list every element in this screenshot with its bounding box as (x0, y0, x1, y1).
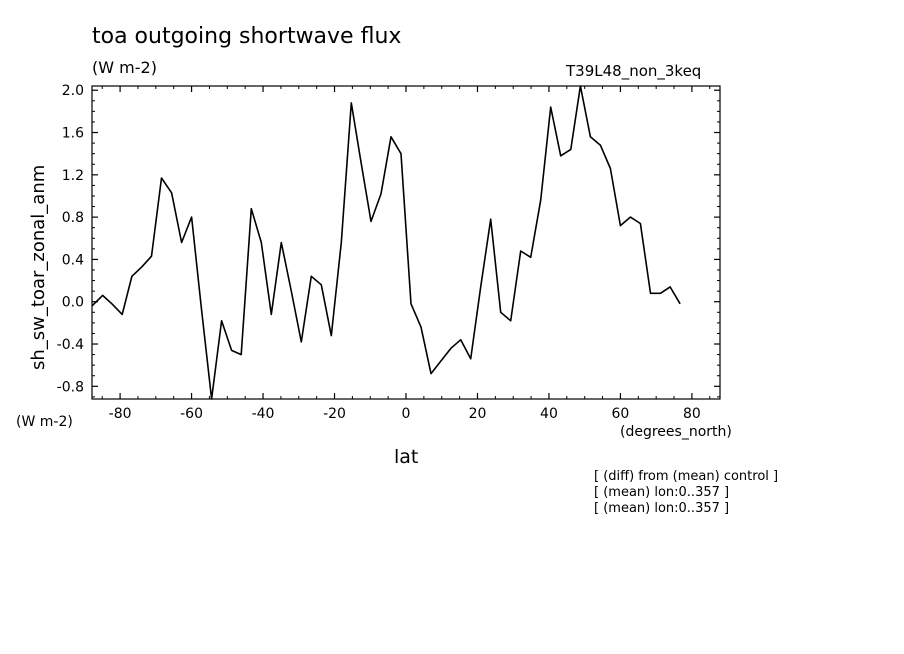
y-tick-label: 0.4 (62, 252, 84, 268)
plot-frame (91, 85, 721, 400)
x-tick-label: -60 (180, 406, 203, 422)
experiment-label: T39L48_non_3keq (566, 62, 702, 80)
y-tick-label: -0.8 (57, 379, 84, 395)
x-tick-label: 80 (683, 406, 701, 422)
x-tick-label: -80 (109, 406, 132, 422)
note-line-2: [ (mean) lon:0..357 ] (594, 485, 730, 500)
x-tick-label: -40 (252, 406, 275, 422)
x-axis-label: lat (394, 446, 419, 468)
y-tick-label: 1.6 (62, 126, 84, 142)
y-tick-label: 0.0 (62, 295, 84, 311)
x-tick-label: 60 (612, 406, 630, 422)
y-axis-units: (W m-2) (16, 414, 73, 430)
title-units: (W m-2) (92, 58, 157, 77)
y-tick-label: -0.4 (57, 337, 84, 353)
x-tick-label: 40 (540, 406, 558, 422)
note-line-3: [ (mean) lon:0..357 ] (594, 501, 730, 516)
x-axis-units: (degrees_north) (620, 424, 732, 440)
y-tick-label: 0.8 (62, 210, 84, 226)
y-tick-label: 2.0 (62, 83, 84, 99)
note-line-1: [ (diff) from (mean) control ] (594, 469, 779, 484)
chart-title: toa outgoing shortwave flux (92, 24, 402, 49)
x-tick-label: 0 (402, 406, 411, 422)
x-tick-label: 20 (469, 406, 487, 422)
series-line (91, 85, 681, 400)
y-tick-label: 1.2 (62, 168, 84, 184)
x-tick-label: -20 (323, 406, 346, 422)
